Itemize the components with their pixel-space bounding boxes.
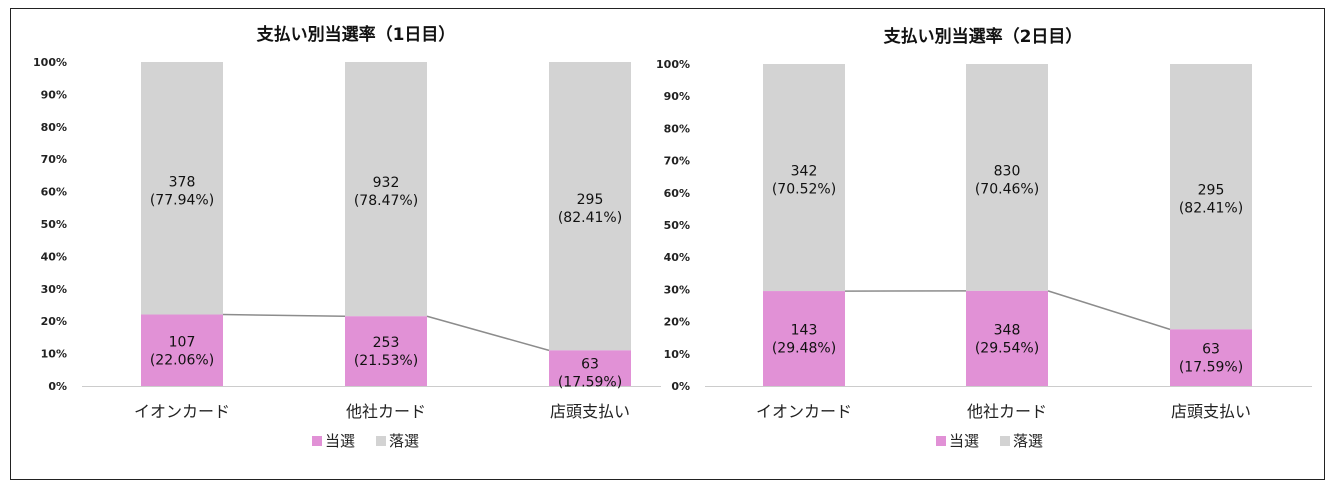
data-label-lose-pct: (70.46%) <box>975 181 1039 197</box>
data-label-lose-count: 932 <box>373 175 400 191</box>
y-tick-label: 10% <box>41 348 67 361</box>
chart-title: 支払い別当選率（2日目） <box>884 26 1083 47</box>
data-label-lose-pct: (78.47%) <box>354 193 418 209</box>
data-label-win-pct: (22.06%) <box>150 352 214 368</box>
legend-label-win: 当選 <box>949 432 979 450</box>
y-tick-label: 60% <box>664 187 690 200</box>
data-label-lose-pct: (82.41%) <box>1179 201 1243 217</box>
y-tick-label: 50% <box>41 218 67 231</box>
data-label-win-pct: (17.59%) <box>1179 360 1243 376</box>
bar-lose <box>549 62 631 351</box>
y-tick-label: 40% <box>664 251 690 264</box>
y-tick-label: 0% <box>48 380 67 393</box>
data-label-win-count: 63 <box>1202 342 1220 358</box>
legend-label-win: 当選 <box>325 432 355 450</box>
data-label-win-count: 63 <box>581 356 599 372</box>
y-tick-label: 20% <box>664 316 690 329</box>
y-tick-label: 90% <box>664 90 690 103</box>
data-label-win-count: 348 <box>994 322 1021 338</box>
series-line <box>1047 290 1171 331</box>
chart-frame <box>10 8 1325 480</box>
bar-lose <box>141 62 223 315</box>
bar-win <box>763 291 845 386</box>
x-tick-label: 店頭支払い <box>550 402 630 421</box>
data-label-lose-count: 830 <box>994 163 1021 179</box>
y-tick-label: 100% <box>656 58 690 71</box>
y-tick-label: 90% <box>41 88 67 101</box>
y-tick-label: 70% <box>664 155 690 168</box>
bar-win <box>1170 329 1252 386</box>
series-line <box>222 313 346 317</box>
chart-title: 支払い別当選率（1日目） <box>257 24 456 45</box>
y-tick-label: 80% <box>664 122 690 135</box>
y-tick-label: 30% <box>41 283 67 296</box>
legend-swatch-lose <box>376 436 386 446</box>
legend-label-lose: 落選 <box>389 432 419 450</box>
bar-lose <box>1170 64 1252 330</box>
data-label-lose-count: 295 <box>577 192 604 208</box>
legend-swatch-win <box>312 436 322 446</box>
legend-swatch-lose <box>1000 436 1010 446</box>
y-tick-label: 20% <box>41 315 67 328</box>
data-label-lose-pct: (82.41%) <box>558 210 622 226</box>
x-tick-label: イオンカード <box>756 402 852 421</box>
x-tick-label: イオンカード <box>134 402 230 421</box>
bar-lose <box>966 64 1048 291</box>
y-tick-label: 50% <box>664 219 690 232</box>
y-tick-label: 70% <box>41 153 67 166</box>
data-label-lose-count: 342 <box>791 164 818 180</box>
x-tick-label: 他社カード <box>346 402 426 421</box>
data-label-lose-pct: (70.52%) <box>772 182 836 198</box>
bar-lose <box>345 62 427 317</box>
chart-2: 支払い別当選率（2日目） 0% 10% 20% 30% 40% 50% 60% 70% 80% 90… <box>656 26 1312 450</box>
bar-win <box>966 290 1048 386</box>
legend-label-lose: 落選 <box>1013 432 1043 450</box>
data-label-win-pct: (17.59%) <box>558 374 622 390</box>
bar-win <box>345 316 427 386</box>
chart-1: 支払い別当選率（1日目） 0% 10% 20% 30% 40% 50% 60% 70% 80% 90… <box>33 24 661 450</box>
data-label-win-count: 143 <box>791 323 818 339</box>
y-tick-label: 40% <box>41 250 67 263</box>
bar-win <box>141 314 223 386</box>
data-label-win-pct: (29.48%) <box>772 341 836 357</box>
legend: 当選 落選 <box>312 432 419 450</box>
y-tick-label: 60% <box>41 186 67 199</box>
y-tick-label: 100% <box>33 56 67 69</box>
data-label-win-count: 253 <box>373 335 400 351</box>
y-tick-label: 10% <box>664 348 690 361</box>
legend-swatch-win <box>936 436 946 446</box>
data-label-win-pct: (29.54%) <box>975 340 1039 356</box>
data-label-lose-pct: (77.94%) <box>150 192 214 208</box>
data-label-win-count: 107 <box>169 334 196 350</box>
bar-lose <box>763 64 845 292</box>
y-tick-label: 80% <box>41 121 67 134</box>
data-label-lose-count: 295 <box>1198 183 1225 199</box>
series-line <box>426 315 550 352</box>
y-tick-label: 0% <box>671 380 690 393</box>
legend: 当選 落選 <box>936 432 1043 450</box>
data-label-win-pct: (21.53%) <box>354 353 418 369</box>
x-tick-label: 店頭支払い <box>1171 402 1251 421</box>
y-tick-label: 30% <box>664 283 690 296</box>
x-tick-label: 他社カード <box>967 402 1047 421</box>
bar-win <box>549 350 631 386</box>
data-label-lose-count: 378 <box>169 174 196 190</box>
